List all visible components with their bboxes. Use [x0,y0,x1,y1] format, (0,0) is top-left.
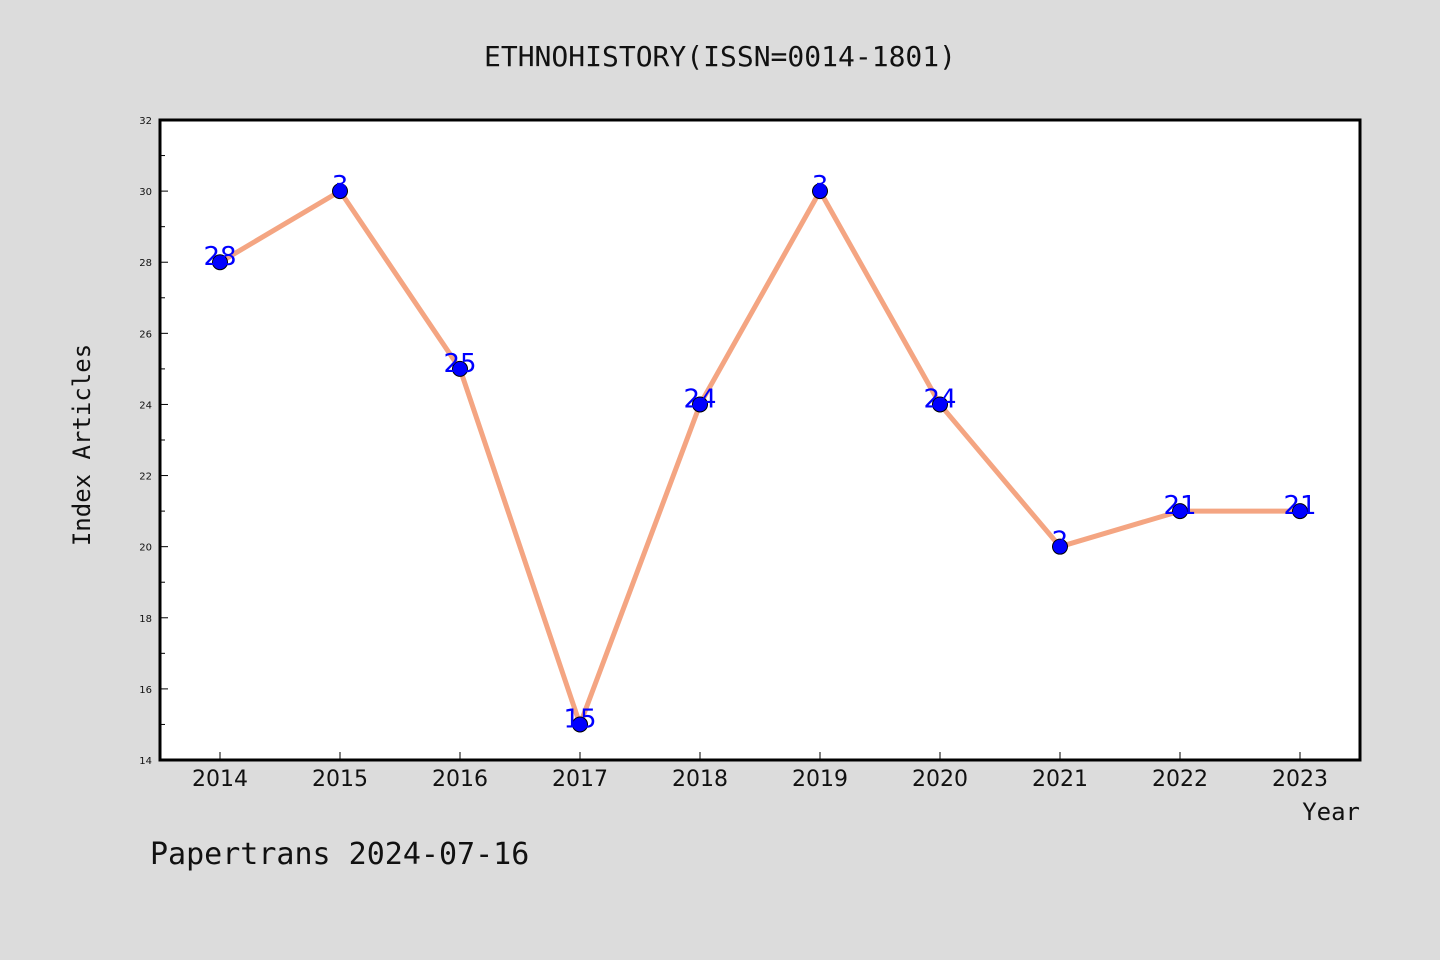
data-label: 3 [332,171,349,201]
y-tick-label: 18 [139,614,152,625]
x-tick-label: 2023 [1272,767,1328,792]
footer-watermark: Papertrans 2024-07-16 [150,837,529,872]
x-tick-label: 2017 [552,767,608,792]
x-tick-label: 2019 [792,767,848,792]
y-axis: 14 16 18 20 22 24 26 28 30 32 [139,116,168,767]
x-tick-label: 2014 [192,767,248,792]
y-tick-label: 26 [139,329,152,340]
y-tick-label: 32 [139,116,152,127]
data-point [212,254,228,271]
x-tick-label: 2022 [1152,767,1208,792]
x-tick-label: 2018 [672,767,728,792]
series-line [217,188,1303,727]
data-point [1172,503,1188,520]
x-axis-label: Year [1302,798,1360,826]
series-layer: 28 3 25 15 24 3 24 2 21 21 [203,171,1316,734]
data-label: 21 [1163,491,1196,521]
x-tick-label: 2020 [912,767,968,792]
data-point [932,396,948,413]
data-label: 21 [1283,491,1316,521]
data-point [452,360,468,377]
data-label: 24 [923,384,956,414]
chart-title: ETHNOHISTORY(ISSN=0014-1801) [484,40,956,73]
data-point [1292,503,1308,520]
data-label: 15 [563,704,596,734]
plot-area [158,118,1362,762]
x-tick-label: 2016 [432,767,488,792]
y-tick-label: 16 [139,685,152,696]
data-point [692,396,708,413]
y-tick-label: 22 [139,472,152,483]
data-label: 3 [812,171,829,201]
data-label: 28 [203,242,236,272]
y-tick-label: 28 [139,258,152,269]
data-point [1052,538,1068,555]
y-axis-label: Index Articles [68,344,96,546]
x-tick-label: 2015 [312,767,368,792]
y-tick-label: 24 [139,400,152,411]
data-point [572,716,588,733]
y-tick-label: 20 [139,543,152,554]
data-label: 25 [443,349,476,379]
data-point [332,183,348,200]
y-tick-label: 30 [139,187,152,198]
data-label: 2 [1052,527,1069,557]
y-tick-label: 14 [139,756,152,767]
x-axis: 2014 2015 2016 2017 2018 2019 2020 2021 2022 2023 [192,752,1328,792]
data-label: 24 [683,384,716,414]
x-tick-label: 2021 [1032,767,1088,792]
data-point [812,183,828,200]
